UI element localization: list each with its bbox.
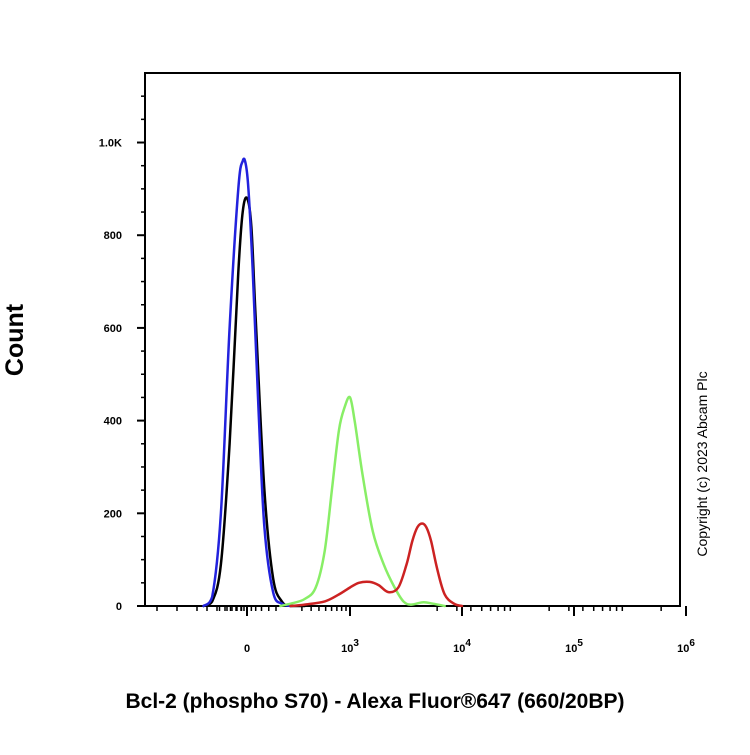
copyright-notice: Copyright (c) 2023 Abcam Plc [694,371,710,556]
y-tick-label: 0 [116,601,122,613]
x-tick-label: 0 [244,643,250,655]
x-axis-title: Bcl-2 (phospho S70) - Alexa Fluor®647 (6… [126,690,625,713]
y-tick-label: 400 [104,416,122,428]
y-tick-label: 600 [104,323,122,335]
x-tick-label: 103 [341,638,359,655]
histogram-series-line-2 [202,157,292,608]
x-tick-label-exponent: 4 [465,638,471,649]
histogram-series-line-4 [289,522,464,608]
x-tick-label: 106 [677,638,695,655]
x-tick-label-exponent: 5 [577,638,583,649]
x-tick-label-base: 10 [341,643,353,655]
x-tick-label-base: 10 [453,643,465,655]
x-tick-label: 105 [565,638,583,655]
y-axis-title: Count [1,303,29,376]
histogram-series-line-3 [279,395,446,608]
x-tick-label: 104 [453,638,471,655]
x-tick-label-exponent: 3 [353,638,359,649]
x-tick-label-base: 10 [565,643,577,655]
x-tick-label-base: 0 [244,643,250,655]
y-tick-label: 800 [104,230,122,242]
series-layer [202,157,464,608]
x-tick-label-exponent: 6 [689,638,695,649]
y-axis-ticks: 0 200 400 600 800 1.0K [99,95,145,613]
x-axis-ticks: 0 103 104 105 106 [156,606,695,655]
y-tick-label: 200 [104,508,122,520]
x-tick-label-base: 10 [677,643,689,655]
y-tick-label: 1.0K [99,138,122,150]
